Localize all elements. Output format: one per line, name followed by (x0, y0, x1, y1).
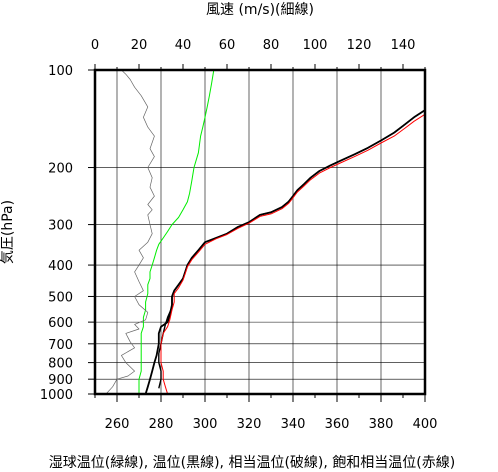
left-axis-title: 気圧(hPa) (0, 200, 16, 264)
tick-label-left-0: 100 (48, 64, 73, 79)
tick-label-bottom-7: 400 (413, 417, 438, 432)
tick-label-top-2: 40 (175, 38, 192, 53)
tick-label-left-1: 200 (48, 162, 73, 177)
tick-label-bottom-6: 380 (369, 417, 394, 432)
tick-label-left-6: 700 (48, 338, 73, 353)
bottom-axis-title: 湿球温位(緑線), 温位(黒線), 相当温位(破線), 飽和相当温位(赤線) (49, 454, 455, 471)
tick-label-top-1: 20 (131, 38, 148, 53)
series-line-3 (138, 69, 215, 394)
tick-label-top-5: 100 (303, 38, 328, 53)
tick-label-top-7: 140 (391, 38, 416, 53)
tick-label-top-4: 80 (263, 38, 280, 53)
tick-label-bottom-2: 300 (193, 417, 218, 432)
series-line-0 (144, 109, 426, 395)
tick-label-left-7: 800 (48, 357, 73, 372)
grid-layer (95, 69, 426, 395)
tick-label-bottom-0: 260 (105, 417, 130, 432)
tick-label-left-5: 600 (48, 316, 73, 331)
tick-label-left-8: 900 (48, 373, 73, 388)
series-line-2 (160, 113, 426, 395)
tick-label-top-0: 0 (91, 38, 99, 53)
tick-label-left-2: 300 (48, 219, 73, 234)
tick-label-left-4: 500 (48, 290, 73, 305)
tick-label-bottom-1: 280 (149, 417, 174, 432)
series-line-1 (158, 109, 426, 389)
tick-label-top-3: 60 (219, 38, 236, 53)
tick-label-left-9: 1000 (40, 388, 73, 403)
plot-frame (93, 68, 427, 396)
tick-label-bottom-3: 320 (237, 417, 262, 432)
series-line-4 (105, 69, 155, 395)
tick-label-bottom-4: 340 (281, 417, 306, 432)
top-axis-title: 風速 (m/s)(細線) (206, 2, 314, 18)
tick-label-left-3: 400 (48, 259, 73, 274)
ticks-layer: 260 280 300 320 340 360 380 400 0 20 40 60 80 100 120 1… (40, 38, 438, 432)
tick-label-top-6: 120 (347, 38, 372, 53)
tick-label-bottom-5: 360 (325, 417, 350, 432)
series-layer (105, 69, 426, 395)
